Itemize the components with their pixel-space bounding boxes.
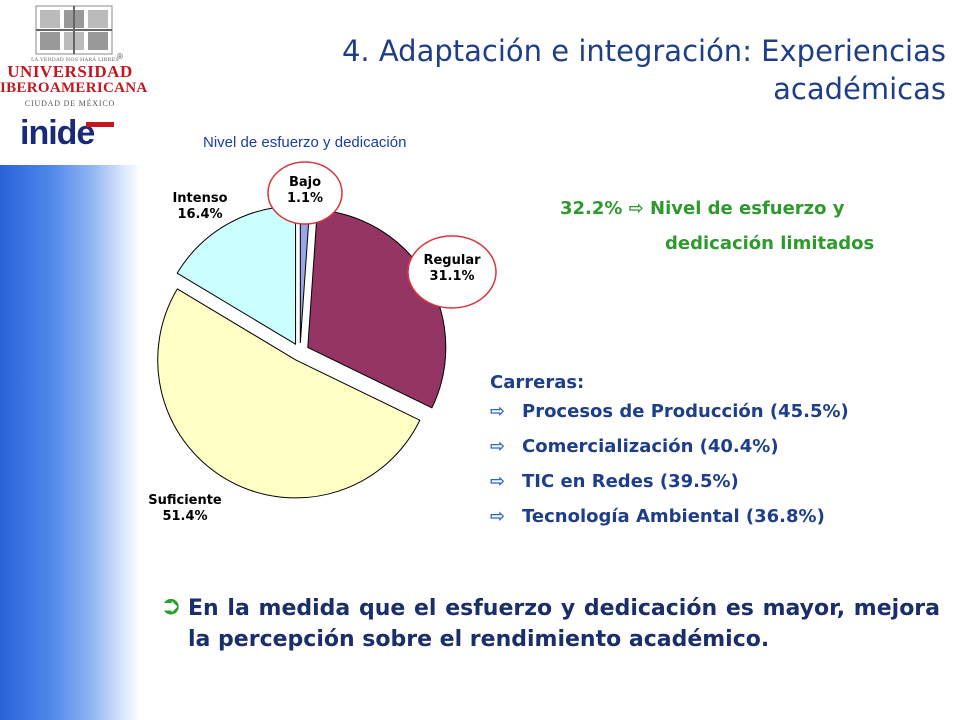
green-curved-arrow-icon: ➲ [160,591,182,621]
university-name-line1: UNIVERSIDAD [7,62,133,81]
university-name-line2: IBEROAMERICANA [0,80,148,96]
university-logo: LA VERDAD NOS HARÁ LIBRES ® UNIVERSIDAD … [0,0,148,165]
university-city: CIUDAD DE MÉXICO [24,99,116,108]
hollow-right-arrow-icon: ⇨ [490,436,506,457]
hollow-right-arrow-icon: ⇨ [490,506,506,527]
pie-label-bajo: Bajo 1.1% [287,175,323,206]
hollow-right-arrow-icon: ⇨ [490,401,506,422]
callout-circle-bajo [267,161,343,225]
effort-pie-chart: Bajo 1.1% Regular 31.1% Suficiente 51.4% Inten… [148,161,497,524]
limited-effort-summary-line2: dedicación limitados [665,233,875,254]
pie-label-intenso: Intenso 16.4% [172,191,227,222]
callout-circle-regular [407,235,497,309]
inide-logo-text: inide [20,114,94,152]
career-item: ⇨ Tecnología Ambiental (36.8%) [490,506,849,541]
chart-title: Nivel de esfuerzo y dedicación [203,134,407,151]
careers-list: ⇨ Procesos de Producción (45.5%) ⇨ Comerci… [490,401,849,541]
career-item-label: Tecnología Ambiental (36.8%) [522,506,825,527]
pie-slice-bajo [299,204,311,344]
pie-label-suficiente: Suficiente 51.4% [148,493,222,524]
pie-slice-suficiente [157,288,421,499]
slide-title: 4. Adaptación e integración: Experiencia… [341,34,946,106]
careers-heading: Carreras: [490,372,585,393]
seal-motto: LA VERDAD NOS HARÁ LIBRES [31,57,119,63]
career-item: ⇨ Comercialización (40.4%) [490,436,849,471]
career-item: ⇨ Procesos de Producción (45.5%) [490,401,849,436]
registered-mark: ® [116,52,124,61]
inide-logo: inide [20,114,114,152]
limited-effort-summary-line1: 32.2% ⇨ Nivel de esfuerzo y [560,198,845,219]
career-item: ⇨ TIC en Redes (39.5%) [490,471,849,506]
career-item-label: Procesos de Producción (45.5%) [522,401,849,422]
hollow-right-arrow-icon: ⇨ [490,471,506,492]
career-item-label: TIC en Redes (39.5%) [522,471,739,492]
conclusion-text: En la medida que el esfuerzo y dedicació… [188,596,940,652]
pie-label-regular: Regular 31.1% [423,253,481,284]
career-item-label: Comercialización (40.4%) [522,436,779,457]
university-seal-icon [35,5,113,55]
